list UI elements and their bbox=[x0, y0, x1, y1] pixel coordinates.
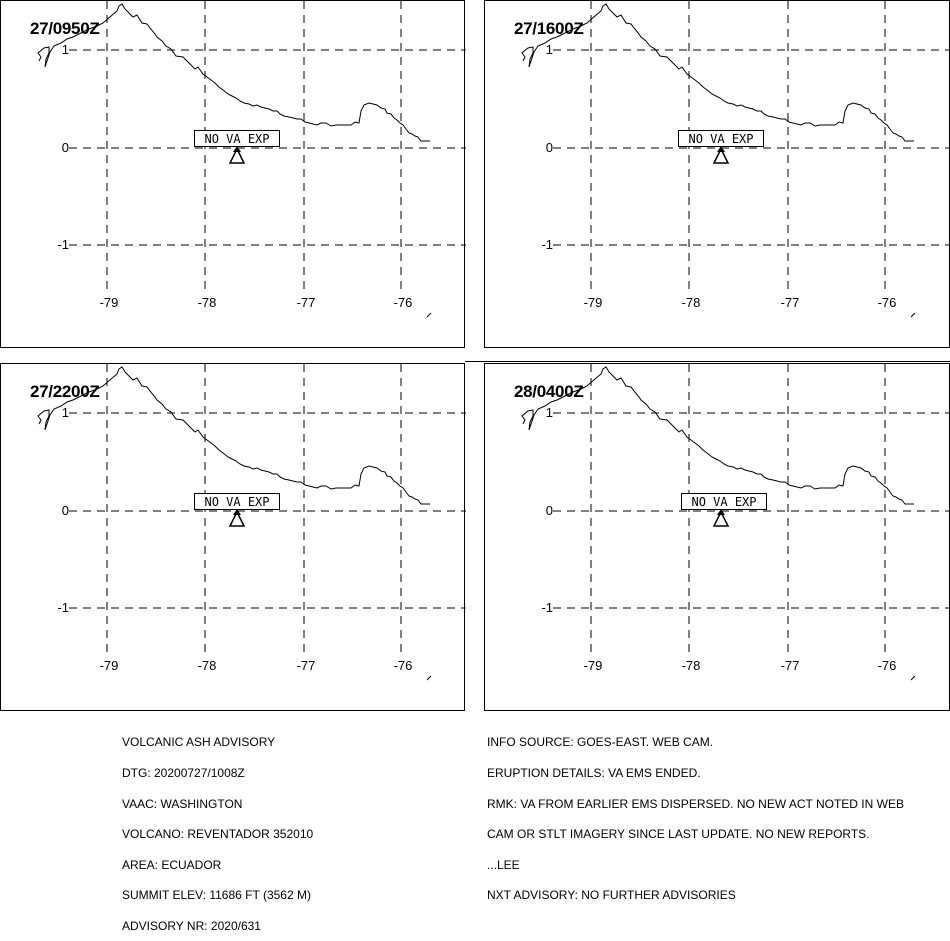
volcano-icon bbox=[712, 509, 730, 527]
panel-time-label: 27/0950Z bbox=[30, 19, 100, 38]
advisory-vaac: VAAC: WASHINGTON bbox=[122, 796, 243, 811]
advisory-title: VOLCANIC ASH ADVISORY bbox=[122, 735, 276, 750]
map-canvas bbox=[521, 1, 950, 318]
advisory-eruption-details: ERUPTION DETAILS: VA EMS ENDED. bbox=[487, 766, 701, 781]
longitude-label: -77 bbox=[780, 658, 800, 673]
map-panel-4: 28/0400Z 1 0 -1 -79 -78 -77 -76 NO VA EXP bbox=[484, 363, 950, 711]
advisory-details-block: INFO SOURCE: GOES-EAST. WEB CAM. ERUPTIO… bbox=[487, 717, 904, 911]
panel-divider-line bbox=[465, 361, 950, 362]
longitude-label: -78 bbox=[197, 295, 217, 310]
advisory-remarks-1: RMK: VA FROM EARLIER EMS DISPERSED. NO N… bbox=[487, 796, 904, 811]
volcano-icon bbox=[228, 509, 246, 527]
advisory-forecaster: ...LEE bbox=[487, 857, 520, 872]
corner-mark bbox=[426, 675, 432, 681]
panel-time-label: 27/1600Z bbox=[514, 19, 584, 38]
longitude-label: -79 bbox=[583, 295, 603, 310]
advisory-info-source: INFO SOURCE: GOES-EAST. WEB CAM. bbox=[487, 735, 714, 750]
latitude-label: 0 bbox=[61, 503, 69, 518]
map-canvas bbox=[521, 364, 950, 681]
longitude-label: -78 bbox=[197, 658, 217, 673]
coastline-border bbox=[521, 366, 914, 505]
advisory-header-block: VOLCANIC ASH ADVISORY DTG: 20200727/1008… bbox=[122, 717, 313, 941]
volcano-icon bbox=[712, 146, 730, 164]
longitude-label: -79 bbox=[99, 658, 119, 673]
ash-status-label: NO VA EXP bbox=[194, 493, 280, 510]
volcano-icon bbox=[228, 146, 246, 164]
corner-mark bbox=[426, 312, 432, 318]
longitude-label: -78 bbox=[681, 658, 701, 673]
map-canvas bbox=[37, 364, 466, 681]
latitude-label: 1 bbox=[545, 405, 553, 420]
longitude-label: -76 bbox=[877, 295, 897, 310]
latitude-label: -1 bbox=[57, 237, 69, 252]
latitude-label: 1 bbox=[61, 405, 69, 420]
advisory-next: NXT ADVISORY: NO FURTHER ADVISORIES bbox=[487, 888, 736, 903]
longitude-label: -77 bbox=[296, 295, 316, 310]
latitude-label: -1 bbox=[541, 237, 553, 252]
map-panel-1: 27/0950Z 1 0 -1 -79 -78 -77 -76 NO VA EXP bbox=[0, 0, 466, 348]
latitude-label: 0 bbox=[61, 140, 69, 155]
longitude-label: -79 bbox=[583, 658, 603, 673]
map-panel-3: 27/2200Z 1 0 -1 -79 -78 -77 -76 NO VA EXP bbox=[0, 363, 466, 711]
latitude-label: 1 bbox=[545, 42, 553, 57]
map-canvas bbox=[37, 1, 466, 318]
advisory-summit-elev: SUMMIT ELEV: 11686 FT (3562 M) bbox=[122, 888, 311, 903]
longitude-label: -78 bbox=[681, 295, 701, 310]
corner-mark bbox=[910, 312, 916, 318]
coastline-border bbox=[37, 366, 430, 505]
latitude-label: -1 bbox=[57, 600, 69, 615]
corner-mark bbox=[910, 675, 916, 681]
advisory-dtg: DTG: 20200727/1008Z bbox=[122, 766, 245, 781]
panel-time-label: 27/2200Z bbox=[30, 382, 100, 401]
coastline-border bbox=[37, 3, 430, 142]
latitude-label: -1 bbox=[541, 600, 553, 615]
coastline-border bbox=[521, 3, 914, 142]
advisory-remarks-2: CAM OR STLT IMAGERY SINCE LAST UPDATE. N… bbox=[487, 827, 870, 842]
longitude-label: -79 bbox=[99, 295, 119, 310]
advisory-area: AREA: ECUADOR bbox=[122, 857, 222, 872]
panel-time-label: 28/0400Z bbox=[514, 382, 584, 401]
longitude-label: -77 bbox=[296, 658, 316, 673]
latitude-label: 1 bbox=[61, 42, 69, 57]
ash-status-label: NO VA EXP bbox=[194, 130, 280, 147]
latitude-label: 0 bbox=[545, 503, 553, 518]
advisory-volcano: VOLCANO: REVENTADOR 352010 bbox=[122, 827, 314, 842]
ash-status-label: NO VA EXP bbox=[678, 130, 764, 147]
longitude-label: -77 bbox=[780, 295, 800, 310]
longitude-label: -76 bbox=[877, 658, 897, 673]
longitude-label: -76 bbox=[393, 295, 413, 310]
longitude-label: -76 bbox=[393, 658, 413, 673]
ash-status-label: NO VA EXP bbox=[681, 493, 767, 510]
latitude-label: 0 bbox=[545, 140, 553, 155]
advisory-number: ADVISORY NR: 2020/631 bbox=[122, 919, 261, 934]
map-panel-2: 27/1600Z 1 0 -1 -79 -78 -77 -76 NO VA EXP bbox=[484, 0, 950, 348]
